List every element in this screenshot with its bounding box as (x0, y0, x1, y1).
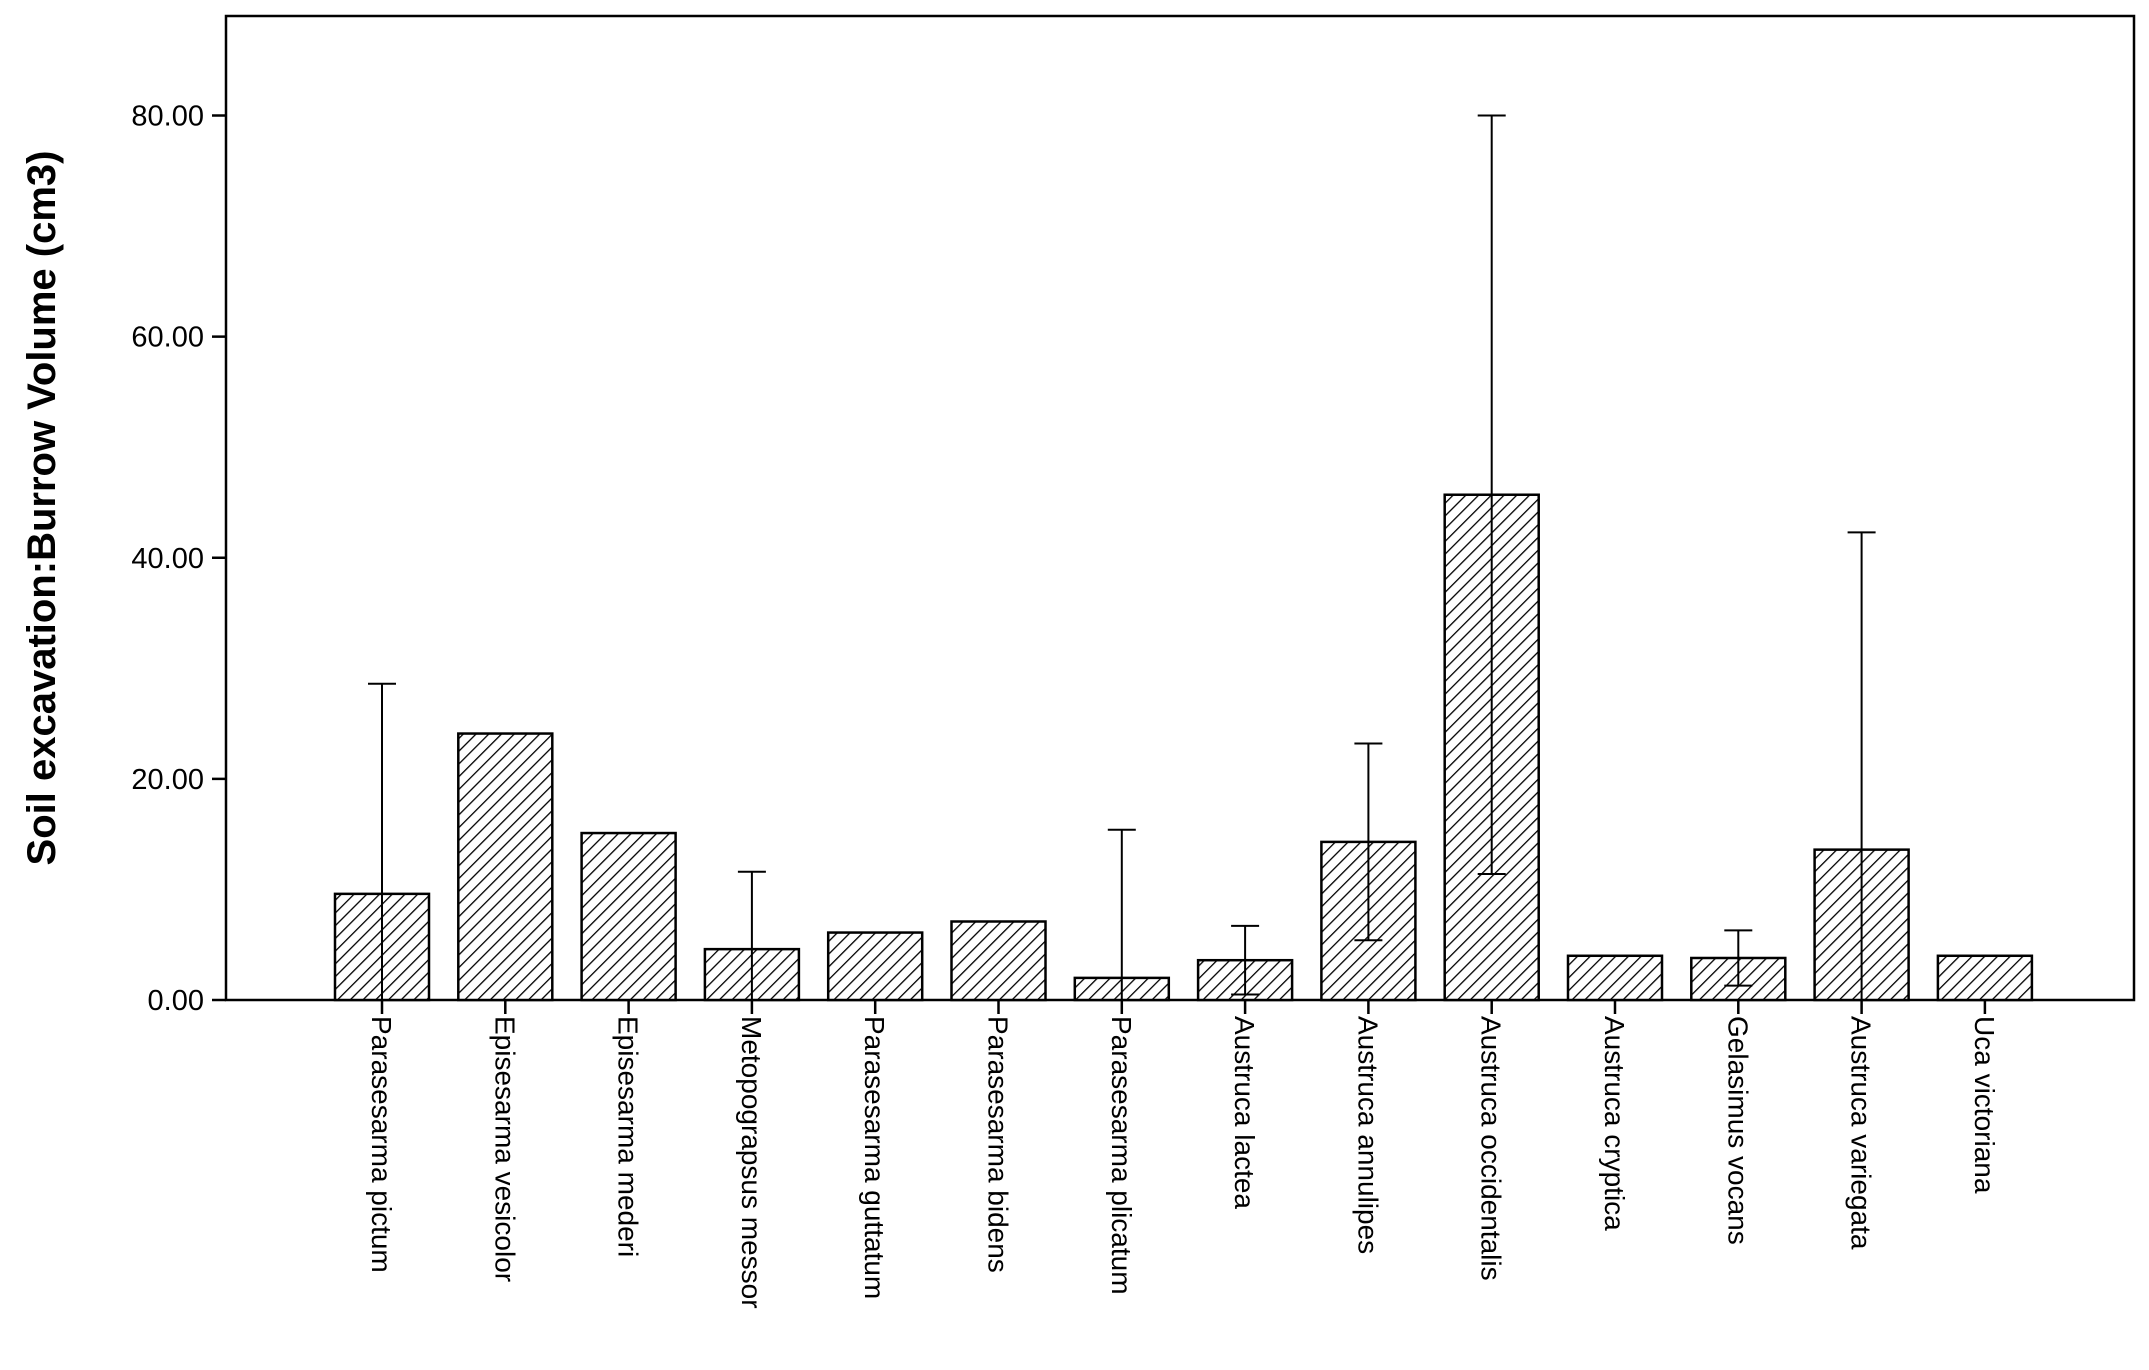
x-tick-label: Episesarma vesicolor (489, 1016, 520, 1282)
bar (950, 920, 1047, 1002)
x-tick-label: Parasesarma pictum (366, 1016, 397, 1273)
bar (457, 732, 554, 1002)
x-tick-label: Metopograpsus messor (736, 1016, 767, 1309)
x-tick-label: Parasesarma plicatum (1106, 1016, 1137, 1295)
x-tick-label: Uca victoriana (1969, 1016, 2000, 1194)
bar (1936, 954, 2034, 1002)
y-tick-label: 60.00 (131, 322, 204, 354)
x-tick-label: Episesarma mederi (613, 1016, 644, 1257)
x-tick-label: Austruca cryptica (1599, 1016, 1630, 1231)
x-tick-label: Austruca lactea (1229, 1016, 1260, 1209)
y-tick-label: 20.00 (131, 764, 204, 796)
y-axis: 0.00 20.00 40.00 60.00 80.00 (131, 101, 226, 1017)
x-tick-label: Austruca annulipes (1352, 1016, 1383, 1254)
bar (580, 831, 677, 1002)
error-bars (368, 114, 1876, 1001)
y-tick-label: 0.00 (148, 985, 204, 1017)
bar (1566, 954, 1664, 1002)
x-tick-label: Parasesarma guttatum (859, 1016, 890, 1299)
x-tick-label: Gelasimus vocans (1722, 1016, 1753, 1245)
y-tick-label: 80.00 (131, 101, 204, 133)
x-tick-label: Austruca occidentalis (1476, 1016, 1507, 1281)
x-tick-label: Parasesarma bidens (983, 1016, 1014, 1273)
x-axis: Parasesarma pictum Episesarma vesicolor Ep… (366, 1000, 2000, 1309)
y-tick-label: 40.00 (131, 543, 204, 575)
x-tick-label: Austruca variegata (1846, 1016, 1877, 1250)
bar (826, 931, 924, 1002)
y-axis-title: Soil excavation:Burrow Volume (cm3) (20, 151, 64, 866)
